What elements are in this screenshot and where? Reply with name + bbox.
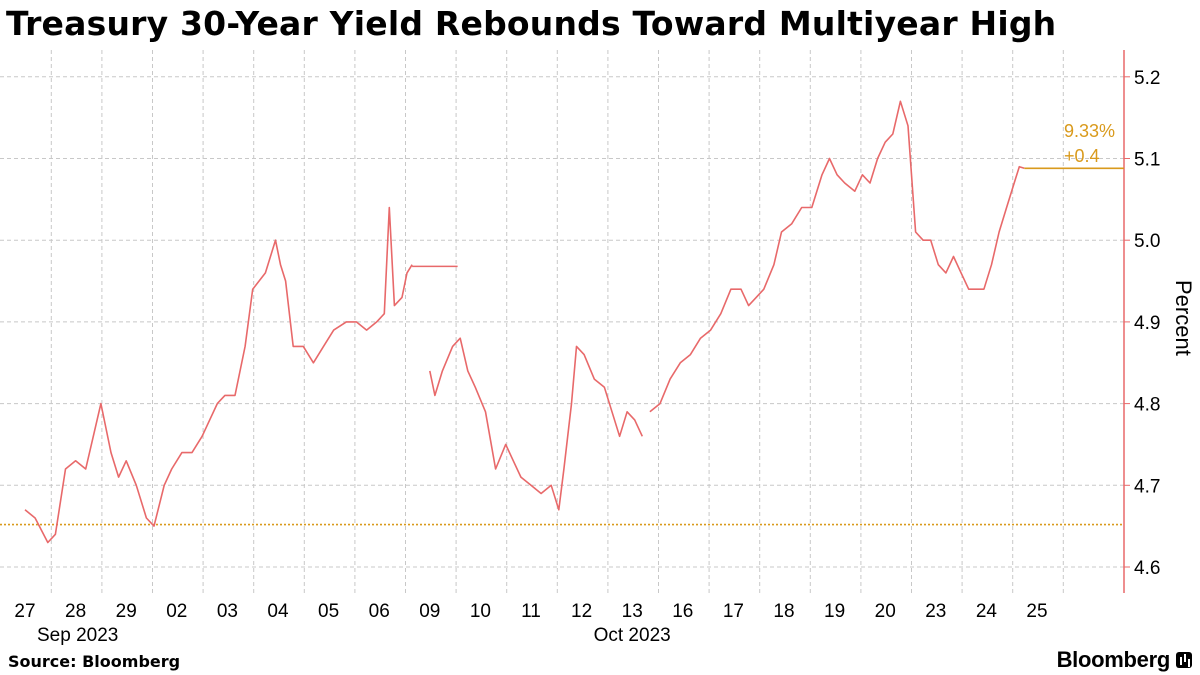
x-tick-label: 04 bbox=[267, 601, 289, 622]
x-month-label: Sep 2023 bbox=[37, 625, 118, 646]
bloomberg-terminal-icon bbox=[1176, 652, 1192, 668]
x-tick-label: 11 bbox=[521, 601, 541, 622]
x-tick-label: 18 bbox=[773, 601, 794, 622]
series-line-segment bbox=[429, 337, 644, 511]
x-tick-label: 20 bbox=[875, 601, 896, 622]
gridlines bbox=[0, 50, 1124, 593]
x-tick-label: 13 bbox=[622, 601, 643, 622]
x-tick-label: 17 bbox=[723, 601, 744, 622]
x-tick-label: 09 bbox=[419, 601, 440, 622]
source-note: Source: Bloomberg bbox=[8, 652, 181, 671]
y-tick-label: 5.1 bbox=[1134, 150, 1160, 171]
x-month-label: Oct 2023 bbox=[594, 625, 671, 646]
y-tick-label: 4.6 bbox=[1134, 558, 1160, 579]
brand-wordmark: Bloomberg bbox=[1056, 647, 1171, 672]
series-line-segment bbox=[24, 206, 413, 544]
x-tick-label: 03 bbox=[217, 601, 238, 622]
x-tick-label: 24 bbox=[976, 601, 998, 622]
x-tick-label: 28 bbox=[65, 601, 86, 622]
series-line-segment bbox=[649, 100, 1025, 413]
y-tick-label: 5.2 bbox=[1134, 68, 1160, 89]
y-tick-label: 5.0 bbox=[1134, 231, 1160, 252]
annotation-layer: 9.33% +0.4 bbox=[1024, 121, 1124, 170]
y-axis-title: Percent bbox=[1171, 280, 1196, 356]
y-tick-label: 4.7 bbox=[1134, 476, 1160, 497]
y-tick-label: 4.8 bbox=[1134, 395, 1160, 416]
annotation-percent: 9.33% bbox=[1064, 121, 1115, 141]
series-layer bbox=[24, 100, 1025, 544]
x-tick-label: 29 bbox=[116, 601, 137, 622]
x-tick-label: 06 bbox=[369, 601, 390, 622]
x-tick-label: 25 bbox=[1026, 601, 1047, 622]
annotation-change: +0.4 bbox=[1064, 146, 1100, 166]
x-tick-label: 02 bbox=[166, 601, 187, 622]
x-tick-label: 12 bbox=[571, 601, 592, 622]
x-tick-label: 27 bbox=[14, 601, 35, 622]
brand-logo: Bloomberg bbox=[1057, 647, 1192, 673]
x-tick-label: 19 bbox=[824, 601, 845, 622]
x-tick-label: 10 bbox=[470, 601, 491, 622]
y-tick-label: 4.9 bbox=[1134, 313, 1160, 334]
chart-title: Treasury 30-Year Yield Rebounds Toward M… bbox=[6, 4, 1057, 43]
x-axis: 27 28 29 02 03 04 05 06 09 10 11 12 13 16 17 18 19 20 23 24… bbox=[14, 601, 1047, 646]
x-tick-label: 23 bbox=[925, 601, 946, 622]
y-axis: 4.6 4.7 4.8 4.9 5.0 5.1 5.2 Percent bbox=[1123, 50, 1196, 593]
x-tick-label: 16 bbox=[672, 601, 693, 622]
x-tick-label: 05 bbox=[318, 601, 339, 622]
